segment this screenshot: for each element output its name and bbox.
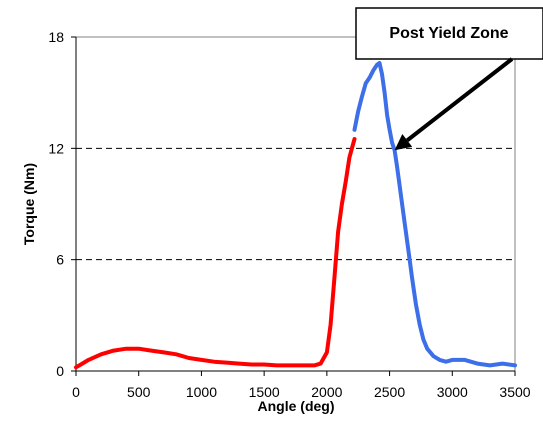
annotation-arrowhead [394, 134, 413, 151]
post-yield-annotation: Post Yield Zone [355, 7, 543, 151]
series-lines [74, 61, 517, 370]
x-tick-label-2500: 2500 [374, 384, 405, 400]
y-tick-label-12: 12 [48, 140, 64, 156]
x-tick-label-1500: 1500 [249, 384, 280, 400]
x-tick-label-500: 500 [127, 384, 151, 400]
y-tick-label-0: 0 [56, 363, 64, 379]
series-line-1 [74, 137, 357, 370]
annotation-box [355, 7, 543, 60]
annotation-arrow [405, 57, 514, 142]
y-tick-label-18: 18 [48, 29, 64, 45]
y-tick-label-6: 6 [56, 252, 64, 268]
x-axis-title: Angle (deg) [258, 398, 335, 414]
x-tick-label-3500: 3500 [499, 384, 530, 400]
x-tick-label-2000: 2000 [311, 384, 342, 400]
tick-labels: 0 500 1000 1500 2000 2500 3000 3500 0 6 12 18 [48, 29, 530, 400]
x-tick-label-1000: 1000 [186, 384, 217, 400]
y-axis-title: Torque (Nm) [21, 163, 37, 245]
gridlines [76, 147, 515, 261]
x-tick-label-3000: 3000 [437, 384, 468, 400]
x-tick-label-0: 0 [72, 384, 80, 400]
axes [71, 36, 516, 376]
annotation-text: Post Yield Zone [389, 25, 508, 42]
series-line-2 [352, 61, 517, 368]
